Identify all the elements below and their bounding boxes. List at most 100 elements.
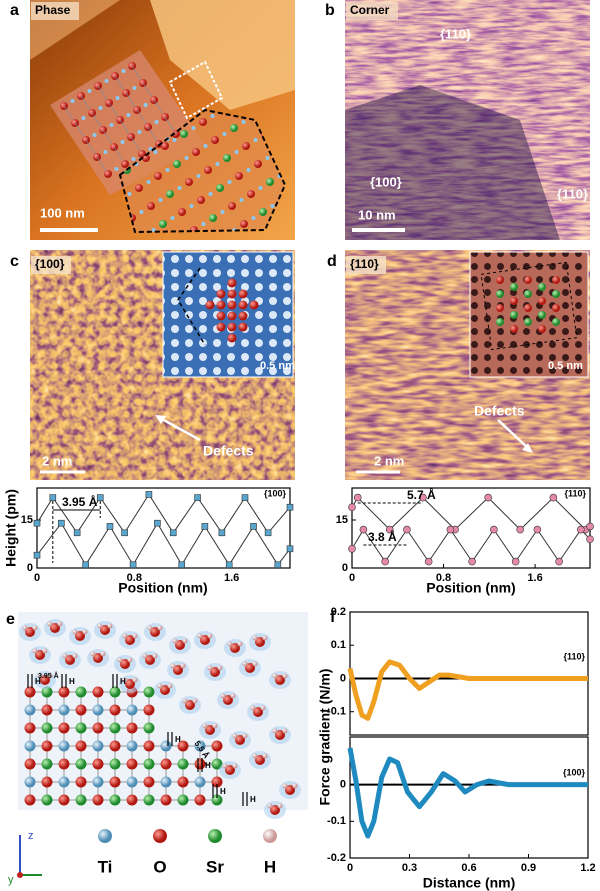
atom	[24, 722, 36, 734]
outline	[118, 108, 287, 234]
atom	[177, 794, 189, 806]
label-bg	[31, 2, 79, 20]
atom	[93, 653, 103, 663]
line	[347, 747, 588, 839]
x-tick-label: 0	[347, 862, 353, 874]
atom	[164, 246, 168, 250]
atom	[75, 776, 87, 788]
atom	[194, 776, 206, 788]
atom	[270, 805, 280, 815]
x-tick-label: 0.8	[127, 572, 142, 584]
scale-label: 2 nm	[42, 453, 72, 468]
atom	[227, 322, 237, 332]
atom	[538, 283, 546, 291]
atom	[151, 228, 156, 232]
atom	[230, 693, 236, 699]
legend-swatch	[208, 829, 222, 843]
atom	[321, 198, 325, 202]
atom	[75, 704, 87, 716]
marker	[33, 551, 41, 559]
atom	[58, 686, 70, 698]
atom	[92, 722, 104, 734]
atom	[173, 665, 183, 675]
atom	[197, 196, 205, 204]
marker	[555, 557, 563, 566]
bond-label: H	[35, 677, 41, 686]
atom	[160, 685, 170, 695]
atom	[196, 174, 201, 178]
atom	[304, 132, 308, 136]
atom	[253, 138, 258, 142]
atom	[170, 663, 176, 669]
atom	[194, 740, 206, 752]
marker	[533, 525, 542, 534]
atom	[238, 300, 248, 310]
atom	[47, 621, 53, 627]
atom	[252, 753, 258, 759]
atom	[277, 803, 283, 809]
panel-label: Phase	[35, 3, 71, 17]
atom	[321, 220, 329, 228]
atom	[109, 758, 121, 770]
marker	[468, 557, 476, 566]
atom	[41, 740, 53, 752]
marker	[381, 557, 389, 566]
atom	[245, 663, 255, 673]
atom	[92, 133, 97, 137]
annotation: 3.8 Å	[368, 529, 397, 544]
atom	[238, 322, 248, 332]
charts: 0 15 0 0.8 1.6 Height (pm) Position (nm) 3.95 Å…	[3, 487, 596, 891]
annotation: Defects	[474, 403, 525, 419]
atom	[115, 96, 120, 100]
atom	[47, 673, 53, 679]
atom	[41, 686, 53, 698]
atom	[41, 704, 53, 716]
label-bg	[31, 256, 71, 274]
atom	[215, 162, 220, 166]
atom	[104, 79, 109, 83]
atom	[170, 216, 175, 220]
axis-label: y	[8, 874, 14, 886]
marker	[359, 525, 368, 534]
atom	[143, 722, 155, 734]
atom	[192, 698, 198, 704]
atom	[180, 663, 186, 669]
atom	[97, 623, 103, 629]
atom	[223, 695, 233, 705]
atom	[82, 629, 88, 635]
facet	[345, 85, 560, 240]
atom	[275, 675, 285, 685]
atom	[109, 704, 121, 716]
atom	[22, 625, 28, 631]
legend-swatch	[98, 829, 112, 843]
atom	[58, 740, 70, 752]
atom	[227, 641, 233, 647]
bond-label: H	[205, 761, 211, 770]
atom	[496, 304, 504, 312]
atom	[109, 794, 121, 806]
atom	[208, 192, 213, 196]
atom	[238, 289, 248, 299]
afm-image	[345, 0, 590, 240]
inset-model	[205, 278, 259, 343]
marker	[446, 525, 455, 534]
atom	[191, 126, 196, 130]
marker	[516, 525, 525, 534]
marker	[274, 561, 282, 569]
atom	[199, 118, 207, 126]
atom	[496, 276, 504, 284]
axis-origin	[17, 872, 23, 878]
atom	[265, 156, 270, 160]
atom	[167, 683, 173, 689]
marker	[577, 525, 585, 534]
legend-label: Ti	[98, 857, 113, 876]
atom	[552, 276, 560, 284]
line	[347, 659, 588, 721]
atom	[282, 673, 288, 679]
atom	[194, 794, 206, 806]
atom	[538, 325, 546, 333]
y-tick-label: -0.1	[327, 815, 346, 827]
outline	[168, 60, 224, 120]
atom	[92, 740, 104, 752]
